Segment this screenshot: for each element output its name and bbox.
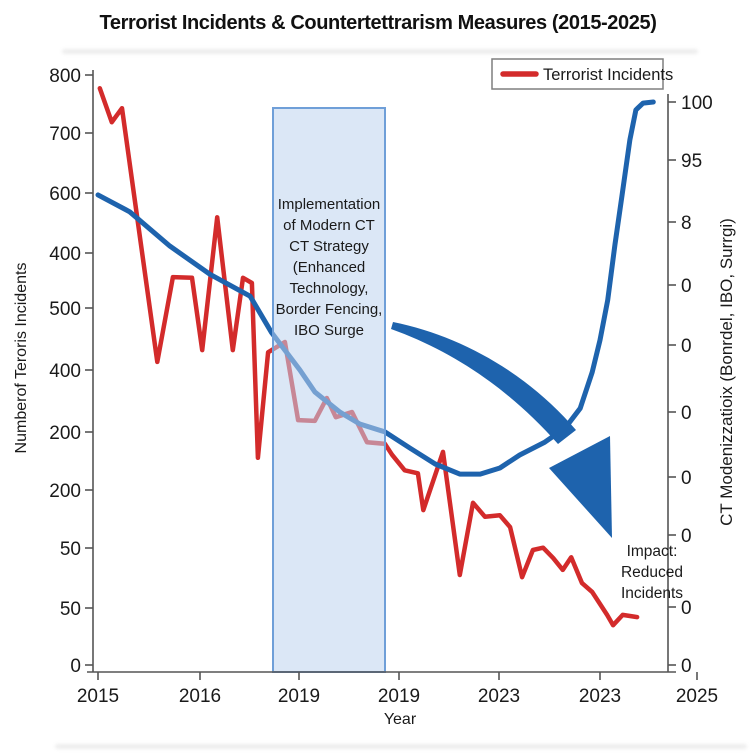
impact-annotation: Impact: Reduced Incidents: [621, 543, 683, 602]
implementation-line-6: Border Fencing,: [276, 301, 383, 318]
left-tick-label: 400: [49, 244, 81, 265]
series-layer: [95, 86, 656, 628]
left-tick-label: 200: [49, 481, 81, 502]
series-line-terrorist-incidents: [97, 86, 640, 628]
left-tick-label: 200: [49, 423, 81, 444]
right-tick-label: 0: [681, 468, 692, 489]
right-axis-title: CT Modenizzatioix (Bonrdel, IBO, Surrgi): [717, 218, 736, 526]
right-tick-label: 95: [681, 151, 702, 172]
left-tick-label: 500: [49, 299, 81, 320]
left-tick-label: 50: [60, 539, 81, 560]
chart-title: Terrorist Incidents & Countertettrarism …: [99, 12, 657, 34]
axes-layer: 8007006004005004002002005050010095800000…: [49, 66, 718, 707]
impact-line-2: Reduced: [621, 564, 683, 581]
implementation-line-7: IBO Surge: [294, 322, 364, 339]
x-axis-title: Year: [384, 711, 417, 728]
x-tick-label: 2015: [77, 686, 119, 707]
trend-arrowhead-icon: [549, 436, 612, 538]
implementation-region: [272, 107, 386, 673]
impact-line-3: Incidents: [621, 585, 683, 602]
right-tick-label: 0: [681, 336, 692, 357]
left-tick-label: 50: [60, 599, 81, 620]
right-tick-label: 0: [681, 656, 692, 677]
x-tick-label: 2025: [676, 686, 718, 707]
right-tick-label: 0: [681, 276, 692, 297]
right-tick-label: 100: [681, 93, 713, 114]
right-tick-label: 0: [681, 598, 692, 619]
left-tick-label: 0: [70, 656, 81, 677]
impact-line-1: Impact:: [627, 543, 678, 560]
implementation-line-3: CT Strategy: [289, 238, 369, 255]
implementation-line-4: (Enhanced: [293, 259, 366, 276]
x-tick-label: 2019: [278, 686, 320, 707]
smudge-artifact-top: [62, 49, 698, 54]
legend: Terrorist Incidents: [491, 58, 673, 90]
smudge-artifact-bottom: [55, 744, 747, 749]
trend-arrow-icon: [391, 322, 576, 444]
left-tick-label: 600: [49, 184, 81, 205]
x-tick-label: 2019: [378, 686, 420, 707]
left-tick-label: 400: [49, 361, 81, 382]
implementation-line-5: Technology,: [290, 280, 369, 297]
implementation-line-1: Implementation: [278, 196, 381, 213]
implementation-annotation: Implementation of Modern CT CT Strategy …: [276, 196, 383, 339]
x-tick-label: 2016: [179, 686, 221, 707]
x-tick-label: 2023: [579, 686, 621, 707]
left-axis-title: Numberof Teroris Incidents: [13, 263, 30, 454]
right-tick-label: 0: [681, 526, 692, 547]
left-tick-label: 700: [49, 124, 81, 145]
implementation-line-2: of Modern CT: [283, 217, 375, 234]
left-tick-label: 800: [49, 66, 81, 87]
right-tick-label: 8: [681, 213, 692, 234]
right-tick-label: 0: [681, 403, 692, 424]
series-line-ct-modernization: [95, 99, 656, 477]
x-tick-label: 2023: [478, 686, 520, 707]
legend-label-terrorist-incidents: Terrorist Incidents: [543, 66, 673, 84]
